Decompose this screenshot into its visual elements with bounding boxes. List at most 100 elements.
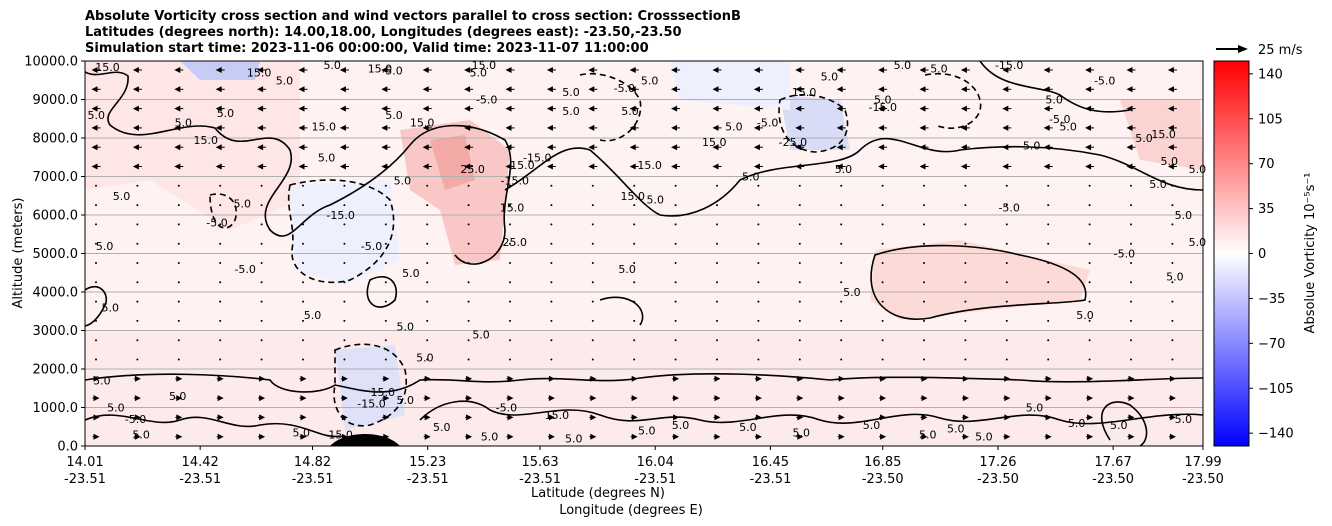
contour-label: 5.0 <box>1149 178 1167 191</box>
wind-vector <box>136 223 139 226</box>
contour-label: 5.0 <box>323 59 341 72</box>
wind-vector <box>91 67 101 73</box>
contour-label: 5.0 <box>1189 163 1207 176</box>
wind-vector <box>591 262 594 264</box>
wind-vector <box>92 433 100 440</box>
wind-vector <box>757 339 760 342</box>
wind-vector <box>426 319 429 322</box>
wind-vector <box>467 242 470 245</box>
wind-vector <box>753 67 763 73</box>
negative-vorticity-contours <box>209 73 982 427</box>
wind-vector <box>384 339 387 342</box>
wind-vector <box>1085 86 1095 93</box>
wind-vector <box>302 184 304 187</box>
negative-region <box>670 61 790 110</box>
wind-vector <box>795 86 805 93</box>
wind-vector <box>836 67 846 73</box>
wind-vector <box>91 86 101 93</box>
wind-vector <box>550 300 553 303</box>
wind-vector <box>1126 67 1136 73</box>
wind-vector <box>1126 86 1136 93</box>
wind-vector <box>422 105 432 112</box>
x-tick-label-lat: 16.04 <box>637 455 674 470</box>
wind-vector <box>381 163 391 170</box>
contour-label: -5.0 <box>125 413 146 426</box>
negative-region <box>290 180 400 285</box>
wind-vector <box>1044 414 1052 421</box>
wind-vector <box>550 281 553 284</box>
positive-region <box>1120 100 1203 170</box>
x-tick-label-lon: -23.51 <box>749 472 791 487</box>
wind-vector <box>550 339 553 342</box>
wind-vector <box>340 414 348 421</box>
wind-vector <box>381 144 391 151</box>
wind-vector <box>920 414 928 421</box>
wind-vector <box>712 163 722 170</box>
wind-vector <box>798 281 801 284</box>
wind-vector <box>716 204 718 207</box>
wind-vector <box>1088 262 1091 264</box>
contour-label: 15.0 <box>312 120 337 133</box>
wind-vector <box>467 223 470 226</box>
x-tick-label-lon: -23.50 <box>1182 472 1224 487</box>
wind-vector <box>1047 358 1050 361</box>
wind-vector <box>219 262 222 264</box>
wind-vector <box>132 144 142 151</box>
x-tick-label-lon: -23.51 <box>634 472 676 487</box>
contour-label: 5.0 <box>470 67 488 80</box>
wind-vector <box>422 124 432 131</box>
wind-vector <box>1088 281 1091 284</box>
contour-label: 5.0 <box>1166 271 1184 284</box>
wind-vector <box>672 395 680 402</box>
contour-label: 15.0 <box>702 136 727 149</box>
wind-vector <box>878 105 888 112</box>
wind-vector <box>546 144 556 151</box>
contour-label: -5.0 <box>614 82 635 95</box>
x-tick-label-lat: 14.01 <box>66 455 103 470</box>
wind-vector <box>509 204 511 207</box>
wind-vector <box>672 375 680 382</box>
wind-vector <box>258 414 266 421</box>
contour-label: 5.0 <box>930 63 948 76</box>
wind-vector <box>712 105 722 112</box>
wind-vector <box>1043 144 1053 151</box>
contour-label: 5.0 <box>96 240 114 253</box>
wind-vector <box>879 414 887 421</box>
wind-vector <box>343 262 346 264</box>
wind-vector <box>881 339 884 342</box>
wind-vector <box>509 319 511 322</box>
wind-vector <box>136 262 139 264</box>
wind-vector <box>1003 414 1011 421</box>
wind-vector <box>1168 395 1176 402</box>
wind-vector <box>633 300 636 303</box>
contour-line <box>870 244 1087 320</box>
wind-vector <box>1005 242 1008 245</box>
wind-vector <box>878 124 888 131</box>
wind-vector <box>798 339 801 342</box>
wind-vector <box>302 281 304 284</box>
y-axis: 0.0 1000.0 2000.0 3000.0 4000.0 5000.0 6000.0 7… <box>24 55 85 455</box>
wind-vector <box>591 281 594 284</box>
wind-vector <box>174 105 184 112</box>
wind-vector <box>298 124 308 131</box>
wind-vector <box>343 281 346 284</box>
wind-vector <box>92 395 100 402</box>
contour-label: 5.0 <box>416 351 434 364</box>
wind-vector <box>591 184 594 187</box>
wind-vector <box>509 184 511 187</box>
wind-vector <box>881 319 884 322</box>
contour-label: 5.0 <box>621 105 639 118</box>
wind-vector <box>1047 300 1050 303</box>
wind-vector <box>588 144 598 151</box>
wind-vector <box>1003 375 1011 382</box>
wind-vector <box>836 163 846 170</box>
wind-vector <box>878 86 888 93</box>
wind-vector <box>879 375 887 382</box>
contour-label: 25.0 <box>503 236 528 249</box>
wind-vector <box>964 300 967 303</box>
contour-label: 5.0 <box>396 321 414 334</box>
wind-vector <box>840 204 843 207</box>
contour-line <box>85 414 341 438</box>
contour-label: 5.0 <box>472 328 490 341</box>
wind-vector <box>340 433 348 440</box>
